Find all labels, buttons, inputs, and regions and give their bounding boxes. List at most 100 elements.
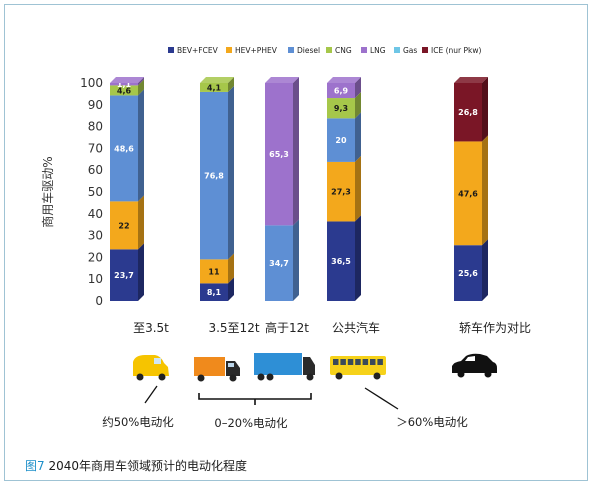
bar-segment-side-lng bbox=[138, 77, 144, 86]
legend: BEV+FCEV HEV+PHEV Diesel CNG LNG Gas ICE (nur … bbox=[168, 46, 481, 55]
bar-column-4: 36,5 27,3 20 9,3 6,9 bbox=[327, 77, 361, 301]
group-annotations: 约50%电动化 0–20%电动化 ＞60%电动化 bbox=[102, 385, 468, 430]
legend-swatch-hev-phev bbox=[226, 47, 232, 53]
bar-segment-side-diesel bbox=[138, 89, 144, 202]
data-label: 76,8 bbox=[204, 172, 224, 181]
bar-segment-side-hev-phev bbox=[228, 253, 234, 284]
car-icon bbox=[452, 353, 497, 378]
data-label: 20 bbox=[335, 136, 347, 145]
bar-segment-ice-nur-pkw bbox=[454, 83, 482, 142]
y-tick-80: 80 bbox=[88, 120, 103, 134]
legend-swatch-ice-nur-pkw bbox=[422, 47, 428, 53]
bar-segment-side-hev-phev bbox=[482, 135, 488, 246]
legend-item-bev-fcev: BEV+FCEV bbox=[168, 46, 219, 55]
bar-segment-diesel bbox=[110, 95, 138, 202]
bus-window bbox=[355, 359, 361, 365]
y-tick-40: 40 bbox=[88, 207, 103, 221]
bar-top-face bbox=[110, 77, 144, 83]
van-body bbox=[133, 355, 169, 376]
y-tick-50: 50 bbox=[88, 185, 103, 199]
wheel bbox=[373, 372, 381, 380]
van-window bbox=[154, 358, 161, 364]
x-tick-label: 高于12t bbox=[265, 320, 309, 335]
legend-swatch-bev-fcev bbox=[168, 47, 174, 53]
bar-segment-cng bbox=[110, 85, 138, 96]
y-axis-label: 商用车驱动% bbox=[40, 156, 55, 227]
group-label-2: 0–20%电动化 bbox=[214, 416, 288, 430]
data-label: 1,1 bbox=[117, 80, 132, 89]
truck-window bbox=[228, 363, 234, 367]
data-label: 25,6 bbox=[458, 269, 478, 278]
data-label: 34,7 bbox=[269, 259, 289, 268]
wheel bbox=[484, 370, 492, 378]
trailer bbox=[254, 353, 302, 375]
data-label: 27,3 bbox=[331, 188, 351, 197]
bus-window bbox=[340, 359, 346, 365]
bus-window bbox=[370, 359, 376, 365]
wheel bbox=[457, 370, 465, 378]
figure-number: 图7 bbox=[25, 459, 45, 473]
bar-segment-bev-fcev bbox=[200, 283, 228, 301]
vehicle-icons bbox=[133, 353, 497, 382]
bar-segment-lng bbox=[327, 83, 355, 99]
bus-window bbox=[377, 359, 383, 365]
bar-segment-side-lng bbox=[355, 77, 361, 99]
bar-segment-side-diesel bbox=[293, 219, 299, 301]
bar-segment-side-ice-nur-pkw bbox=[482, 77, 488, 142]
truck-box bbox=[194, 357, 225, 376]
data-label: 26,8 bbox=[458, 108, 478, 117]
legend-swatch-diesel bbox=[288, 47, 294, 53]
bar-segment-hev-phev bbox=[327, 161, 355, 222]
bar-top-face bbox=[265, 77, 299, 83]
car-body bbox=[452, 353, 497, 373]
data-label: 6,9 bbox=[334, 87, 349, 96]
legend-item-cng: CNG bbox=[326, 46, 352, 55]
legend-item-diesel: Diesel bbox=[288, 46, 320, 55]
data-label: 48,6 bbox=[114, 144, 134, 153]
figure-frame: BEV+FCEV HEV+PHEV Diesel CNG LNG Gas ICE (nur … bbox=[4, 4, 588, 481]
stacked-bar-chart: BEV+FCEV HEV+PHEV Diesel CNG LNG Gas ICE (nur … bbox=[40, 46, 531, 430]
legend-swatch-gas bbox=[394, 47, 400, 53]
y-tick-0: 0 bbox=[95, 294, 103, 308]
bar-segment-bev-fcev bbox=[327, 221, 355, 301]
data-label: 4,1 bbox=[207, 83, 222, 92]
data-label: 47,6 bbox=[458, 189, 478, 198]
bar-segment-hev-phev bbox=[110, 201, 138, 250]
bar-column-3: 34,7 65,3 bbox=[265, 77, 299, 301]
y-tick-100: 100 bbox=[80, 76, 103, 90]
box-truck-icon bbox=[194, 357, 240, 382]
caption-text: 2040年商用车领域预计的电动化程度 bbox=[44, 459, 247, 473]
legend-label-gas: Gas bbox=[403, 46, 417, 55]
bar-segment-side-diesel bbox=[228, 85, 234, 260]
wheel bbox=[229, 374, 237, 382]
legend-item-hev-phev: HEV+PHEV bbox=[226, 46, 278, 55]
bar-segment-side-bev-fcev bbox=[138, 243, 144, 301]
bar-segment-side-lng bbox=[293, 77, 299, 226]
wheel bbox=[257, 373, 265, 381]
y-tick-20: 20 bbox=[88, 250, 103, 264]
data-label: 4,6 bbox=[117, 86, 132, 95]
semi-truck-icon bbox=[254, 353, 315, 381]
bus-icon bbox=[330, 356, 386, 380]
bar-segment-lng bbox=[265, 83, 293, 226]
bar-segment-diesel bbox=[200, 91, 228, 260]
bus-window bbox=[362, 359, 369, 365]
data-label: 22 bbox=[118, 221, 129, 230]
group-label-1: 约50%电动化 bbox=[102, 415, 174, 429]
bar-column-1: 23,7 22 48,6 4,61,1 bbox=[110, 77, 144, 301]
bar-segment-cng bbox=[200, 83, 228, 92]
legend-label-diesel: Diesel bbox=[297, 46, 320, 55]
group-bracket bbox=[198, 393, 312, 405]
legend-label-cng: CNG bbox=[335, 46, 352, 55]
wheel bbox=[136, 373, 144, 381]
pointer-line-2 bbox=[364, 387, 399, 410]
bars: 23,7 22 48,6 4,61,1 8,1 11 76,8 4,1 34,7 65,3 36,5… bbox=[110, 77, 488, 301]
bus-window bbox=[347, 359, 354, 365]
data-label: 23,7 bbox=[114, 271, 134, 280]
bar-segment-cng bbox=[327, 98, 355, 119]
y-tick-70: 70 bbox=[88, 141, 103, 155]
bar-top-face bbox=[200, 77, 234, 83]
van-icon bbox=[133, 355, 169, 381]
bar-column-2: 8,1 11 76,8 4,1 bbox=[200, 77, 234, 301]
bar-segment-side-bev-fcev bbox=[355, 215, 361, 301]
